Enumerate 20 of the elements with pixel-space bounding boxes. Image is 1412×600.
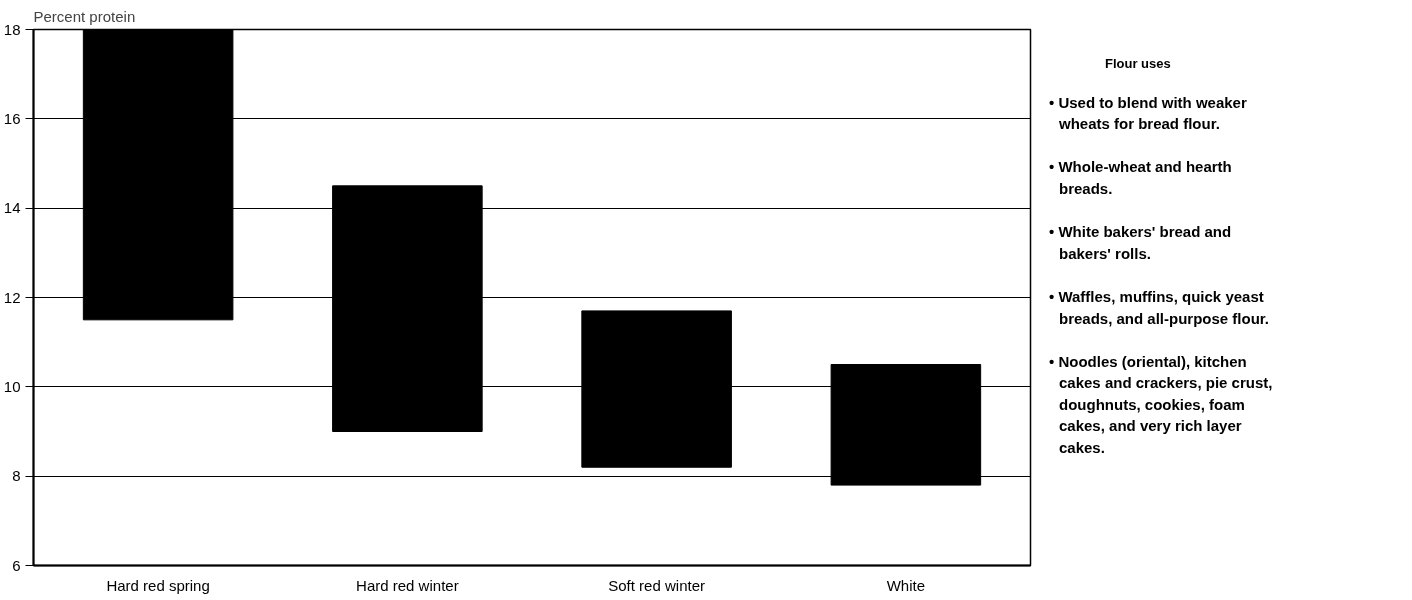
y-tick-label: 6: [12, 556, 21, 574]
text: • Whole-wheat and hearth breads.: [1048, 157, 1233, 199]
text: • Used to blend with weaker wheats for bread flour.: [1048, 92, 1248, 134]
y-tick-label: 10: [3, 377, 21, 395]
x-tick-label: Soft red winter: [608, 576, 705, 594]
y-tick-label: 18: [3, 20, 21, 38]
text: • Noodles (oriental), kitchen cakes and crackers, pie crust, doughnuts, cookies, foam cakes, and very rich layer cakes.: [1048, 351, 1274, 458]
x-tick-label: Hard red winter: [356, 576, 459, 594]
text: Flour uses: [1105, 55, 1172, 73]
text: • Waffles, muffins, quick yeast breads, and all-purpose flour.: [1048, 287, 1271, 329]
bar: [581, 310, 732, 468]
text: • White bakers' bread and bakers' rolls.: [1048, 222, 1233, 264]
y-tick-label: 16: [3, 109, 21, 127]
bar: [332, 185, 483, 432]
y-tick-label: 14: [3, 199, 21, 217]
x-tick-label: White: [886, 576, 926, 594]
x-tick-label: Hard red spring: [106, 576, 210, 594]
y-tick-label: 8: [12, 467, 21, 485]
y-axis-title: Percent protein: [33, 7, 136, 25]
y-tick-label: 12: [3, 288, 21, 306]
